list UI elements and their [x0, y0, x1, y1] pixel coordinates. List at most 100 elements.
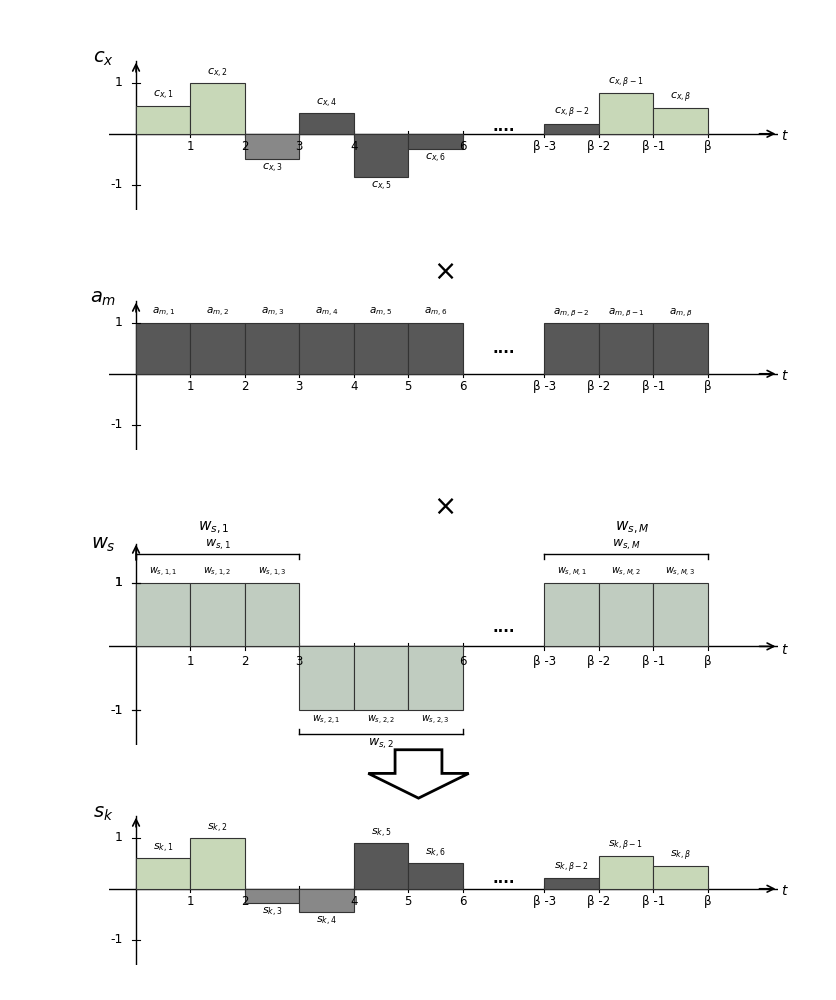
Text: β -1: β -1	[641, 380, 664, 393]
Text: $t$: $t$	[780, 129, 788, 143]
Text: $a_{m,\beta-2}$: $a_{m,\beta-2}$	[553, 307, 589, 319]
Bar	[598, 93, 652, 134]
Bar	[408, 863, 462, 889]
Bar	[245, 889, 299, 903]
Text: $a_{m,3}$: $a_{m,3}$	[260, 306, 283, 319]
Text: 3: 3	[295, 380, 303, 393]
Text: 6: 6	[458, 380, 466, 393]
Bar	[191, 838, 245, 889]
Text: $c_{x,5}$: $c_{x,5}$	[370, 180, 391, 193]
Text: $c_{x,\beta-2}$: $c_{x,\beta-2}$	[553, 106, 589, 120]
Text: 4: 4	[349, 380, 357, 393]
Text: β -1: β -1	[641, 895, 664, 908]
Text: 5: 5	[404, 895, 411, 908]
Bar	[652, 583, 706, 646]
Text: β -1: β -1	[641, 140, 664, 153]
Text: -1: -1	[110, 418, 122, 431]
Bar	[299, 323, 354, 374]
Text: $s_k$: $s_k$	[93, 804, 114, 823]
Text: β -2: β -2	[586, 895, 609, 908]
Bar	[191, 583, 245, 646]
Bar	[191, 323, 245, 374]
Text: -1: -1	[110, 933, 122, 946]
Bar	[408, 646, 462, 710]
Text: β -3: β -3	[533, 380, 555, 393]
Bar	[598, 583, 652, 646]
Text: 1: 1	[186, 895, 194, 908]
Text: β -2: β -2	[586, 140, 609, 153]
Bar	[299, 889, 354, 912]
Bar	[408, 323, 462, 374]
Bar	[408, 134, 462, 149]
Text: -1: -1	[110, 704, 122, 716]
Text: $\times$: $\times$	[432, 258, 454, 286]
Text: $s_{k,\beta-1}$: $s_{k,\beta-1}$	[608, 838, 643, 853]
Text: 2: 2	[241, 655, 248, 668]
Text: $c_{x,3}$: $c_{x,3}$	[262, 162, 283, 175]
Bar	[652, 323, 706, 374]
Text: $c_{x,6}$: $c_{x,6}$	[425, 152, 446, 165]
Text: $w_{s,1}$: $w_{s,1}$	[205, 537, 231, 552]
Text: 2: 2	[241, 380, 248, 393]
Bar	[543, 583, 598, 646]
Text: β: β	[703, 895, 711, 908]
Bar	[136, 106, 191, 134]
Bar	[245, 583, 299, 646]
Bar	[354, 323, 408, 374]
Text: 1: 1	[186, 140, 194, 153]
Text: β -2: β -2	[586, 380, 609, 393]
Text: $w_{s,2,1}$: $w_{s,2,1}$	[312, 714, 340, 727]
Text: 3: 3	[295, 140, 303, 153]
Text: $a_{m,\beta}$: $a_{m,\beta}$	[668, 307, 691, 319]
Text: 6: 6	[458, 655, 466, 668]
Bar	[136, 583, 191, 646]
Bar	[299, 646, 354, 710]
Text: ....: ....	[492, 341, 514, 356]
Bar	[543, 323, 598, 374]
Bar	[598, 323, 652, 374]
Bar	[245, 323, 299, 374]
Text: $c_{x,2}$: $c_{x,2}$	[207, 67, 228, 80]
Text: ....: ....	[492, 871, 514, 886]
Text: β -3: β -3	[533, 655, 555, 668]
Text: $w_{s,1}$: $w_{s,1}$	[197, 520, 229, 536]
Text: 5: 5	[404, 380, 411, 393]
Text: 2: 2	[241, 895, 248, 908]
Text: $a_m$: $a_m$	[90, 289, 116, 308]
Text: $s_{k,\beta-2}$: $s_{k,\beta-2}$	[553, 860, 589, 875]
Text: 1: 1	[115, 316, 122, 329]
Text: β -2: β -2	[586, 655, 609, 668]
Bar	[652, 866, 706, 889]
Text: $t$: $t$	[780, 369, 788, 383]
Bar	[136, 858, 191, 889]
Text: $a_{m,\beta-1}$: $a_{m,\beta-1}$	[607, 307, 644, 319]
Bar	[543, 124, 598, 134]
FancyArrow shape	[368, 750, 468, 798]
Bar	[598, 856, 652, 889]
Text: $a_{m,5}$: $a_{m,5}$	[369, 306, 392, 319]
Text: $\times$: $\times$	[432, 493, 454, 521]
Text: 6: 6	[458, 895, 466, 908]
Text: $w_{s,2,3}$: $w_{s,2,3}$	[421, 714, 449, 727]
Bar	[354, 134, 408, 177]
Text: 4: 4	[349, 140, 357, 153]
Bar	[354, 646, 408, 710]
Bar	[652, 108, 706, 134]
Text: $s_{k,6}$: $s_{k,6}$	[425, 847, 446, 860]
Text: $w_{s,2,2}$: $w_{s,2,2}$	[366, 714, 395, 727]
Text: 1: 1	[115, 576, 122, 589]
Text: 4: 4	[349, 895, 357, 908]
Bar	[299, 113, 354, 134]
Text: $t$: $t$	[780, 884, 788, 898]
Text: $w_{s,M,3}$: $w_{s,M,3}$	[665, 566, 695, 579]
Text: -1: -1	[110, 178, 122, 191]
Bar	[191, 83, 245, 134]
Text: $c_{x,\beta}$: $c_{x,\beta}$	[669, 91, 691, 105]
Text: β -3: β -3	[533, 895, 555, 908]
Text: $c_{x,1}$: $c_{x,1}$	[153, 89, 174, 102]
Text: β: β	[703, 140, 711, 153]
Text: $a_{m,6}$: $a_{m,6}$	[423, 306, 446, 319]
Text: β: β	[703, 655, 711, 668]
Text: $s_{k,4}$: $s_{k,4}$	[316, 915, 337, 928]
Text: 1: 1	[115, 76, 122, 89]
